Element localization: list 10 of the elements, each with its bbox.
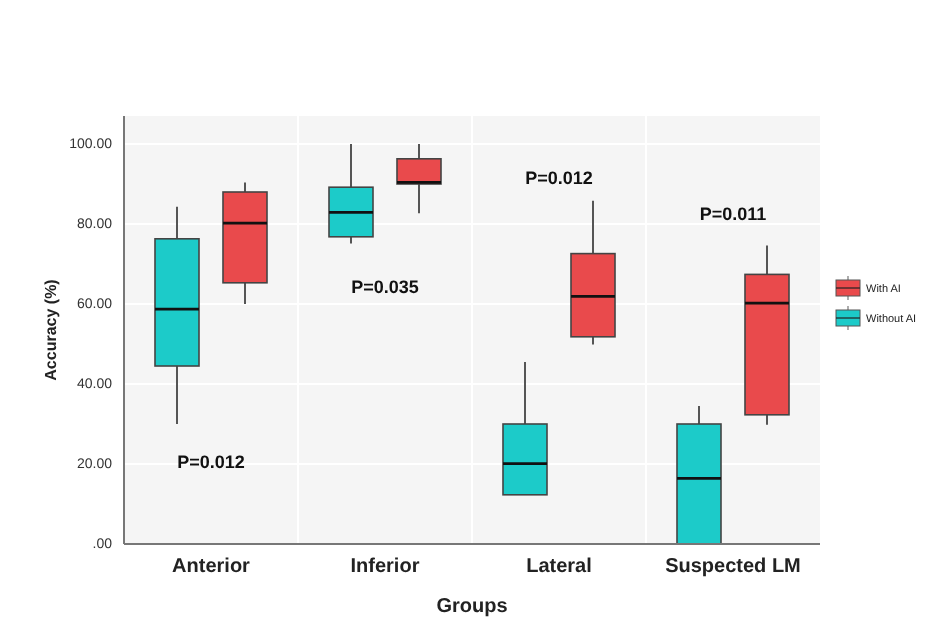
annotation: P=0.035 xyxy=(351,276,419,297)
x-tick-label: Inferior xyxy=(350,556,420,578)
x-axis-title: Groups xyxy=(436,596,509,618)
annotation: P=0.012 xyxy=(177,452,245,473)
y-axis-title: Accuracy (%) xyxy=(42,278,60,381)
annotation: P=0.011 xyxy=(699,204,767,225)
annotation: P=0.012 xyxy=(525,167,593,188)
x-tick-label: Anterior xyxy=(172,556,251,578)
x-tick-label: Suspected LM xyxy=(665,556,801,578)
x-tick-label: Lateral xyxy=(526,556,593,578)
